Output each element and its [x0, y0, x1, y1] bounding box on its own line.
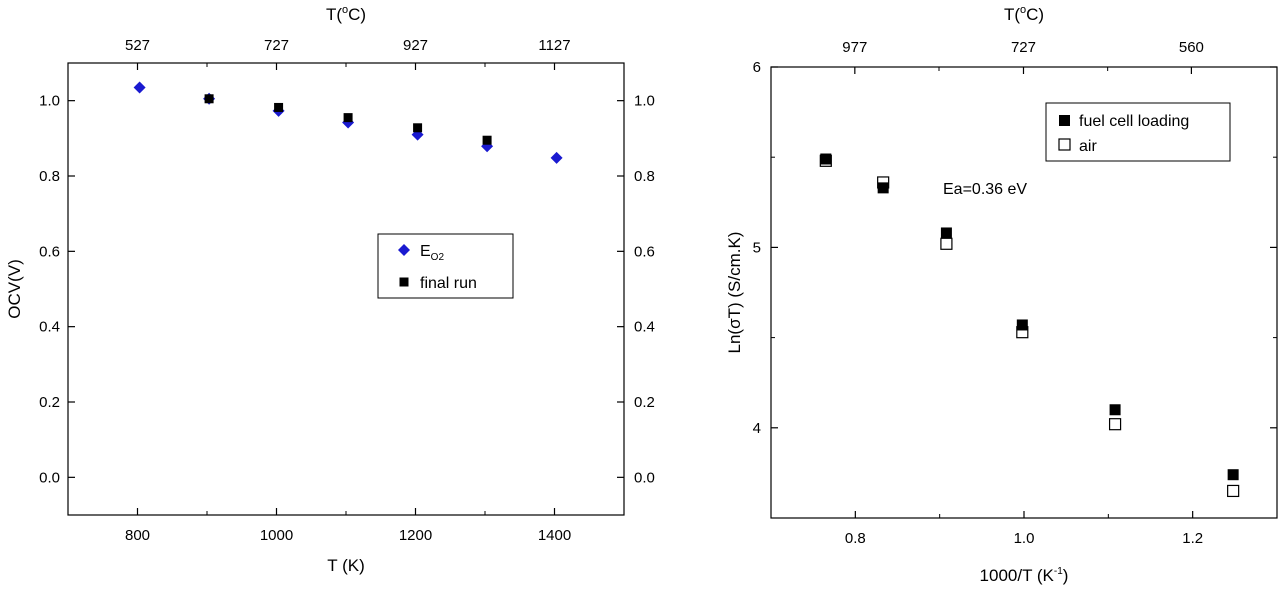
ocv-points [133, 81, 563, 164]
ocv-right-y-tick-label: 0.8 [634, 168, 655, 185]
top-title-part: T( [326, 5, 342, 24]
conductivity-point-fuel-cell-loading [1109, 404, 1121, 416]
conductivity-legend-box [1045, 102, 1231, 162]
conductivity-x-axis-title-main: 1000/T (K [980, 566, 1055, 585]
conductivity-point-fuel-cell-loading [1016, 319, 1028, 331]
conductivity-x-tick-label: 0.8 [845, 530, 866, 547]
ocv-point-final-run [274, 102, 284, 112]
conductivity-chart: 0.8 1.0 1.2 977 727 560 4 5 6 T(oC) 1000/T (K-1)… [725, 4, 1278, 585]
ocv-x-tick-label: 800 [125, 527, 150, 544]
ocv-legend-label-eo2-main: E [420, 243, 431, 260]
conductivity-x-axis-title-end: ) [1063, 566, 1069, 585]
conductivity-legend-label-air: air [1079, 138, 1097, 155]
conductivity-legend: fuel cell loading air [1045, 102, 1231, 162]
conductivity-x-axis-title-sup: -1 [1054, 566, 1063, 577]
ocv-top-tick-label: 727 [264, 37, 289, 54]
conductivity-x-tick-label: 1.0 [1014, 530, 1035, 547]
conductivity-y-tick-label: 4 [753, 420, 761, 437]
ocv-top-tick-label: 1127 [538, 37, 570, 54]
ocv-point-final-run [343, 113, 353, 123]
conductivity-point-fuel-cell-loading [1227, 469, 1239, 481]
ocv-top-axis-title: T(oC) [326, 4, 366, 24]
ocv-legend-marker-eo2 [398, 244, 410, 256]
ocv-chart: 800 1000 1200 1400 527 727 927 1127 0.0 0.2 0.4 0.6… [5, 4, 655, 575]
conductivity-x-axis-title: 1000/T (K-1) [980, 566, 1069, 585]
ocv-legend-label-eo2-sub: O2 [431, 252, 445, 263]
conductivity-top-axis-title: T(oC) [1004, 4, 1044, 24]
ocv-x-tick-label: 1000 [260, 527, 293, 544]
ocv-right-y-tick-label: 0.6 [634, 243, 655, 260]
ocv-legend-label-eo2: EO2 [420, 243, 444, 263]
ocv-y-tick-label: 1.0 [39, 93, 60, 110]
ocv-y-tick-label: 0.8 [39, 168, 60, 185]
ocv-x-tick-label: 1200 [399, 527, 432, 544]
top-title-part: T( [1004, 5, 1020, 24]
conductivity-y-tick-label: 5 [753, 239, 761, 256]
ocv-y-tick-label: 0.4 [39, 319, 60, 336]
conductivity-top-tick-label: 977 [842, 39, 867, 56]
ocv-y-tick-label: 0.6 [39, 243, 60, 260]
conductivity-legend-marker-fuel-cell-loading [1059, 115, 1070, 126]
conductivity-top-tick-label: 560 [1179, 39, 1204, 56]
conductivity-top-tick-label: 727 [1011, 39, 1036, 56]
ocv-right-y-tick-label: 1.0 [634, 93, 655, 110]
ocv-x-axis-title: T (K) [327, 556, 364, 575]
ocv-x-tick-label: 1400 [538, 527, 571, 544]
conductivity-legend-marker-air [1058, 138, 1071, 151]
ocv-point-final-run [204, 94, 214, 104]
conductivity-point-fuel-cell-loading [940, 227, 952, 239]
ocv-legend-label-final-run: final run [420, 275, 477, 292]
ocv-y-axis-title: OCV(V) [5, 259, 24, 319]
ocv-legend-marker-final-run [399, 277, 409, 287]
conductivity-x-tick-label: 1.2 [1182, 530, 1203, 547]
ocv-point-eo2 [550, 151, 563, 164]
ocv-right-y-tick-label: 0.2 [634, 394, 655, 411]
conductivity-points [819, 153, 1240, 498]
degree-mark: o [1020, 4, 1026, 16]
ocv-point-final-run [482, 135, 492, 145]
ocv-top-tick-label: 527 [125, 37, 150, 54]
conductivity-legend-label-fuel-cell-loading: fuel cell loading [1079, 113, 1189, 130]
degree-mark: o [342, 4, 348, 16]
top-title-part: C) [348, 5, 366, 24]
ocv-point-eo2 [133, 81, 146, 94]
conductivity-point-air [940, 237, 953, 250]
ocv-legend-box [377, 233, 514, 299]
ocv-point-final-run [413, 123, 423, 133]
conductivity-ticks: 0.8 1.0 1.2 977 727 560 4 5 6 [753, 39, 1277, 547]
conductivity-y-tick-label: 6 [753, 59, 761, 76]
top-title-part: C) [1026, 5, 1044, 24]
ocv-y-tick-label: 0.2 [39, 394, 60, 411]
ocv-top-tick-label: 927 [403, 37, 428, 54]
conductivity-point-air [1227, 484, 1240, 498]
activation-energy-annotation: Ea=0.36 eV [943, 181, 1027, 198]
conductivity-point-fuel-cell-loading [820, 153, 832, 165]
ocv-right-y-tick-label: 0.4 [634, 319, 655, 336]
conductivity-y-axis-title: Ln(σT) (S/cm.K) [725, 232, 744, 354]
ocv-ticks: 800 1000 1200 1400 527 727 927 1127 0.0 0.2 0.4 0.6… [39, 37, 655, 544]
ocv-legend: EO2 final run [377, 233, 514, 299]
conductivity-point-fuel-cell-loading [877, 182, 889, 194]
conductivity-point-air [1108, 418, 1122, 431]
ocv-y-tick-label: 0.0 [39, 469, 60, 486]
ocv-right-y-tick-label: 0.0 [634, 469, 655, 486]
